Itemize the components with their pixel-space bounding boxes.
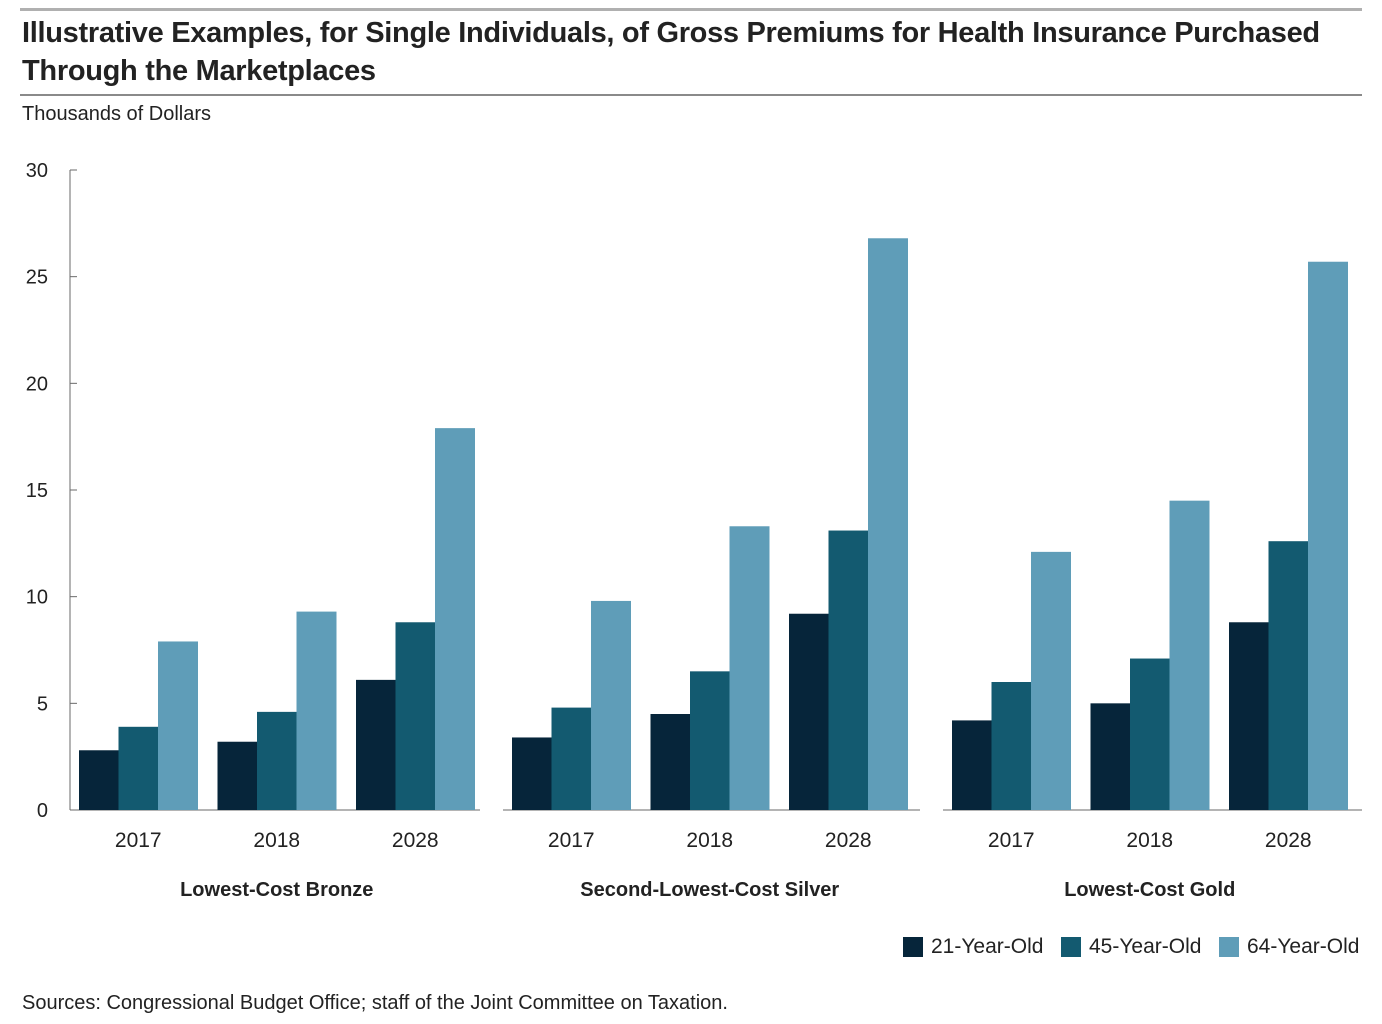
legend-swatch-21 [903,937,923,957]
bar [217,741,258,810]
bar [1268,541,1309,810]
bar [991,682,1032,810]
x-tick-label: 2017 [988,829,1035,852]
bar [690,671,730,810]
legend-swatch-45 [1061,937,1081,957]
bar [789,613,829,810]
bar [650,714,691,810]
bar [1031,551,1071,810]
bar [158,641,198,810]
bar [356,679,396,810]
title-rule [20,94,1362,96]
x-tick-label: 2028 [825,829,872,852]
legend: 21-Year-Old 45-Year-Old 64-Year-Old [0,933,1382,961]
bar [551,707,592,810]
bar [512,737,552,810]
bar [395,622,436,810]
y-tick-label: 30 [26,160,48,182]
bar [1169,500,1210,810]
bar [435,428,475,810]
y-axis-units-label: Thousands of Dollars [22,103,211,125]
legend-label-21: 21-Year-Old [931,935,1044,958]
panel-label: Second-Lowest-Cost Silver [580,879,839,901]
y-tick-label: 20 [26,373,48,395]
legend-item-64: 64-Year-Old [1219,933,1359,961]
bar [257,711,297,810]
chart-title: Illustrative Examples, for Single Indivi… [22,17,1320,87]
bar [296,611,337,810]
panel-label: Lowest-Cost Bronze [180,879,373,901]
x-tick-label: 2017 [115,829,162,852]
x-tick-label: 2028 [392,829,439,852]
legend-item-45: 45-Year-Old [1061,933,1201,961]
legend-label-45: 45-Year-Old [1089,935,1202,958]
grouped-bar-chart: 0 5 10 15 20 25 30 2017 2018 2028 Lowest-Cost Bron… [26,160,1362,901]
y-tick-label: 15 [26,480,48,502]
x-tick-label: 2018 [686,829,733,852]
bar [1308,261,1348,810]
y-tick-label: 25 [26,267,48,289]
panel-label: Lowest-Cost Gold [1064,879,1235,901]
bar [868,238,908,810]
bar [1229,622,1269,810]
x-tick-label: 2018 [253,829,300,852]
bar [591,600,631,810]
y-tick-label: 5 [37,693,48,715]
bar [118,726,159,810]
source-note: Sources: Congressional Budget Office; st… [22,992,728,1014]
x-tick-label: 2028 [1265,829,1312,852]
y-tick-label: 0 [37,800,48,822]
bar [729,526,770,810]
bar [79,750,119,810]
y-tick-label: 10 [26,587,48,609]
bar [1130,658,1170,810]
bar [828,530,869,810]
legend-label-64: 64-Year-Old [1247,935,1360,958]
bar [1090,703,1131,810]
bar [952,720,992,810]
legend-item-21: 21-Year-Old [903,933,1043,961]
x-tick-label: 2017 [548,829,595,852]
x-tick-label: 2018 [1126,829,1173,852]
top-rule [20,8,1362,11]
legend-swatch-64 [1219,937,1239,957]
